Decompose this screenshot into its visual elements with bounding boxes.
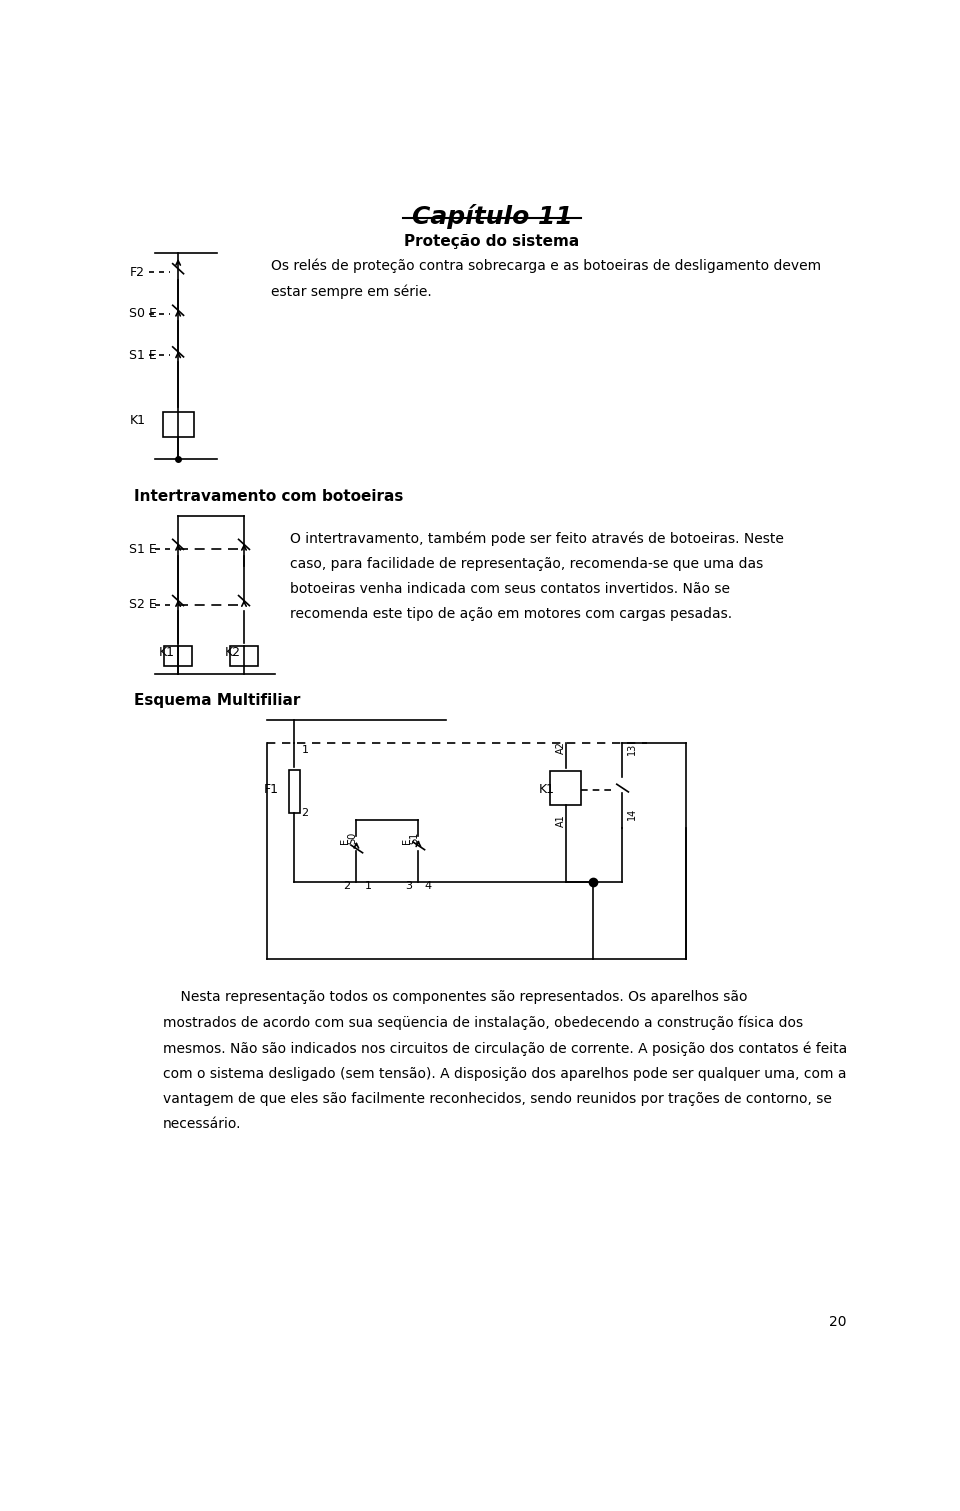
Text: S2 E: S2 E [130,598,157,612]
Text: K2: K2 [225,647,241,659]
Text: A1: A1 [556,814,565,827]
Text: E: E [340,837,349,843]
Bar [162,413,194,437]
Text: O intertravamento, também pode ser feito através de botoeiras. Neste
caso, para : O intertravamento, também pode ser feito… [291,532,784,621]
Text: K1: K1 [158,647,175,659]
Text: S1 E: S1 E [130,542,157,556]
Text: F2: F2 [130,266,144,278]
Bar [289,771,300,813]
Text: K1: K1 [539,783,555,796]
Text: 4: 4 [425,881,432,891]
Bar [164,647,192,666]
Text: 20: 20 [829,1315,847,1328]
Text: 3: 3 [405,881,413,891]
Text: Os relés de proteção contra sobrecarga e as botoeiras de desligamento devem
esta: Os relés de proteção contra sobrecarga e… [271,258,821,299]
Bar [230,647,258,666]
Text: 2: 2 [344,881,350,891]
Text: 2: 2 [301,808,308,817]
Text: Nesta representação todos os componentes são representados. Os aparelhos são
mos: Nesta representação todos os componentes… [162,990,847,1130]
Text: 1: 1 [365,881,372,891]
Text: 14: 14 [627,808,636,820]
Text: Proteção do sistema: Proteção do sistema [404,234,580,249]
Text: Intertravamento com botoeiras: Intertravamento com botoeiras [134,490,403,505]
Text: K1: K1 [130,414,145,426]
Text: Esquema Multifiliar: Esquema Multifiliar [134,694,300,709]
Text: 13: 13 [627,743,636,756]
Text: A2: A2 [556,740,565,754]
Text: S0 E: S0 E [130,307,157,320]
Text: F1: F1 [263,783,278,796]
Text: S1: S1 [410,831,420,843]
Text: Capítulo 11: Capítulo 11 [412,204,572,230]
Bar [550,771,581,805]
Text: S1 E: S1 E [130,349,157,361]
Text: 1: 1 [301,745,308,754]
Text: E: E [401,837,412,843]
Text: S0: S0 [348,831,357,843]
